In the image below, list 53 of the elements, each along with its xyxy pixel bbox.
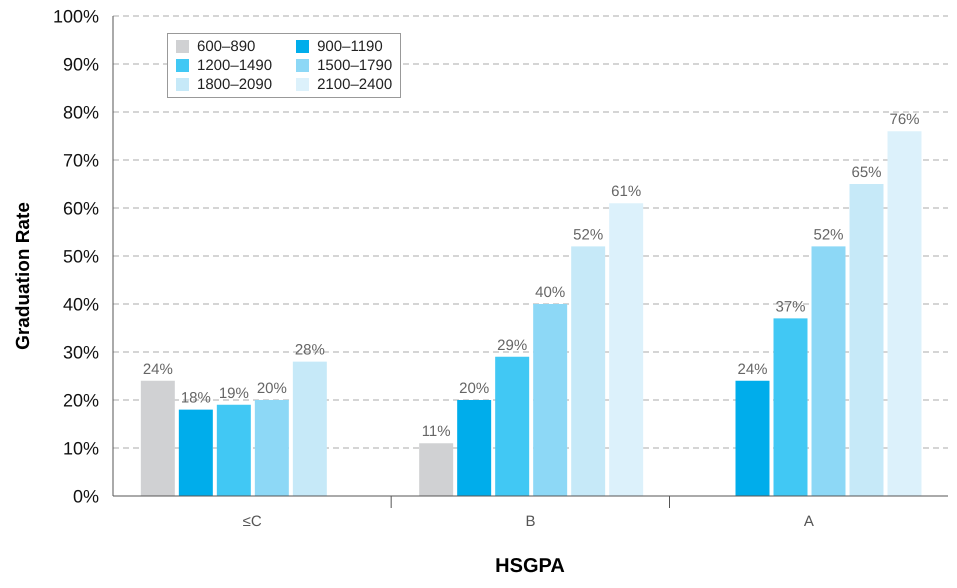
y-axis-title: Graduation Rate <box>13 202 35 350</box>
y-tick-label: 20% <box>62 390 99 410</box>
y-tick-label: 80% <box>62 102 99 122</box>
x-axis-title: HSGPA <box>494 555 566 578</box>
bar <box>216 404 251 496</box>
bar <box>533 304 568 496</box>
y-tick-label: 70% <box>62 150 99 170</box>
legend-label: 1500–1790 <box>317 57 392 74</box>
bar <box>774 318 808 496</box>
data-label: 40% <box>535 284 566 301</box>
bar <box>571 246 606 496</box>
bar <box>254 400 289 496</box>
legend-label: 1800–2090 <box>197 76 272 93</box>
data-label: 37% <box>775 298 806 316</box>
legend-label: 2100–2400 <box>317 76 392 93</box>
bar <box>609 203 644 496</box>
data-label: 61% <box>611 183 642 200</box>
data-label: 11% <box>422 423 451 440</box>
data-label: 65% <box>851 164 882 181</box>
data-label: 28% <box>294 342 325 359</box>
legend-label: 1200–1490 <box>197 57 272 74</box>
bar <box>457 400 492 496</box>
y-tick-label: 90% <box>62 54 99 74</box>
x-tick-label: B <box>525 513 536 530</box>
bar <box>888 131 922 496</box>
bar <box>419 443 454 496</box>
bar <box>850 184 884 496</box>
legend-label: 600–890 <box>197 38 256 55</box>
data-label: 76% <box>889 111 920 128</box>
data-label: 20% <box>256 380 287 397</box>
y-tick-label: 50% <box>62 246 99 266</box>
y-tick-label: 0% <box>72 486 99 506</box>
bar <box>495 356 530 496</box>
bar <box>736 380 770 496</box>
y-tick-label: 30% <box>62 342 99 362</box>
x-tick-label: A <box>804 513 814 530</box>
data-label: 20% <box>459 380 490 397</box>
data-label: 24% <box>142 360 173 378</box>
bar <box>292 362 327 496</box>
y-tick-label: 40% <box>62 294 99 314</box>
x-tick-label: ≤C <box>242 513 262 530</box>
bar <box>178 410 213 496</box>
data-label: 24% <box>737 360 768 378</box>
data-label: 19% <box>218 384 249 402</box>
data-label: 29% <box>497 336 528 354</box>
legend-label: 900–1190 <box>317 38 383 55</box>
bar <box>140 380 175 496</box>
data-label: 52% <box>573 226 604 244</box>
data-label: 52% <box>813 226 844 244</box>
bar <box>812 246 846 496</box>
y-tick-label: 60% <box>62 198 99 218</box>
y-tick-label: 10% <box>62 438 99 458</box>
y-tick-label: 100% <box>52 6 99 26</box>
